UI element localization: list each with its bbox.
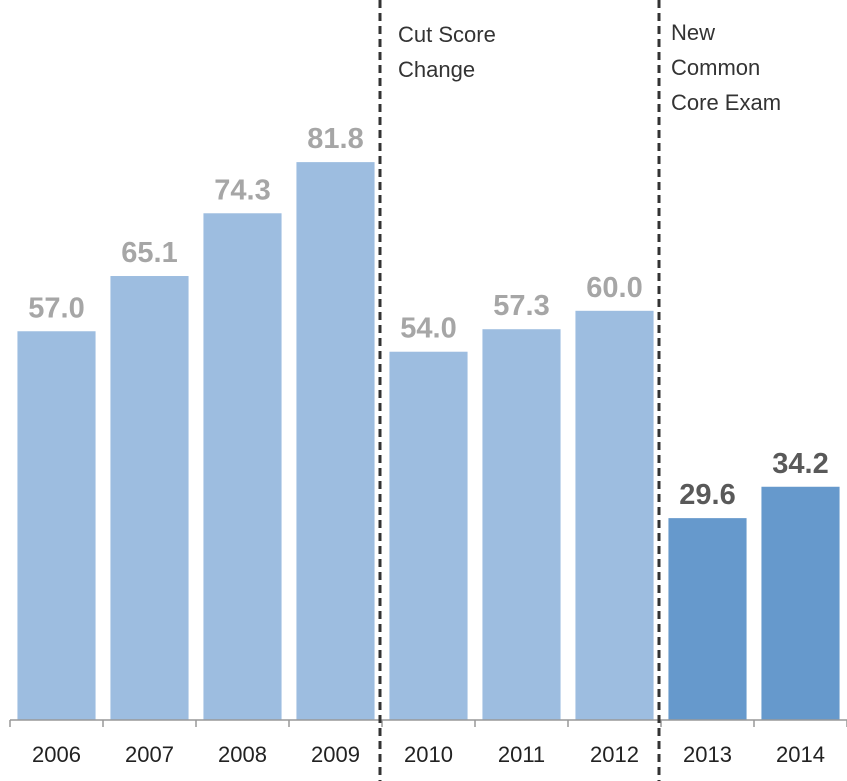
value-label: 57.3 bbox=[493, 290, 549, 322]
bar bbox=[389, 351, 468, 720]
bar bbox=[575, 310, 654, 720]
annotation: Core Exam bbox=[671, 90, 781, 115]
x-tick-label: 2011 bbox=[498, 742, 545, 767]
x-tick-label: 2006 bbox=[32, 742, 81, 767]
bar bbox=[17, 331, 96, 720]
value-label: 65.1 bbox=[121, 237, 177, 269]
x-tick-label: 2014 bbox=[776, 742, 825, 767]
bar bbox=[203, 213, 282, 721]
value-label: 60.0 bbox=[586, 272, 642, 304]
value-label: 74.3 bbox=[214, 174, 270, 206]
bar bbox=[296, 162, 375, 720]
x-tick-label: 2007 bbox=[125, 742, 174, 767]
x-tick-label: 2012 bbox=[590, 742, 639, 767]
bar bbox=[761, 486, 840, 720]
value-label: 81.8 bbox=[307, 123, 363, 155]
bar bbox=[110, 276, 189, 720]
annotation: Cut Score bbox=[398, 22, 496, 47]
value-label: 34.2 bbox=[772, 448, 828, 480]
x-tick-label: 2010 bbox=[404, 742, 453, 767]
x-tick-label: 2009 bbox=[311, 742, 360, 767]
bar bbox=[668, 518, 747, 720]
annotation: Change bbox=[398, 57, 475, 82]
annotation: New bbox=[671, 20, 715, 45]
x-tick-label: 2013 bbox=[683, 742, 732, 767]
value-label: 54.0 bbox=[400, 313, 456, 345]
x-tick-label: 2008 bbox=[218, 742, 267, 767]
annotation: Common bbox=[671, 55, 760, 80]
value-label: 57.0 bbox=[28, 292, 84, 324]
bar bbox=[482, 329, 561, 720]
value-label: 29.6 bbox=[679, 479, 735, 511]
